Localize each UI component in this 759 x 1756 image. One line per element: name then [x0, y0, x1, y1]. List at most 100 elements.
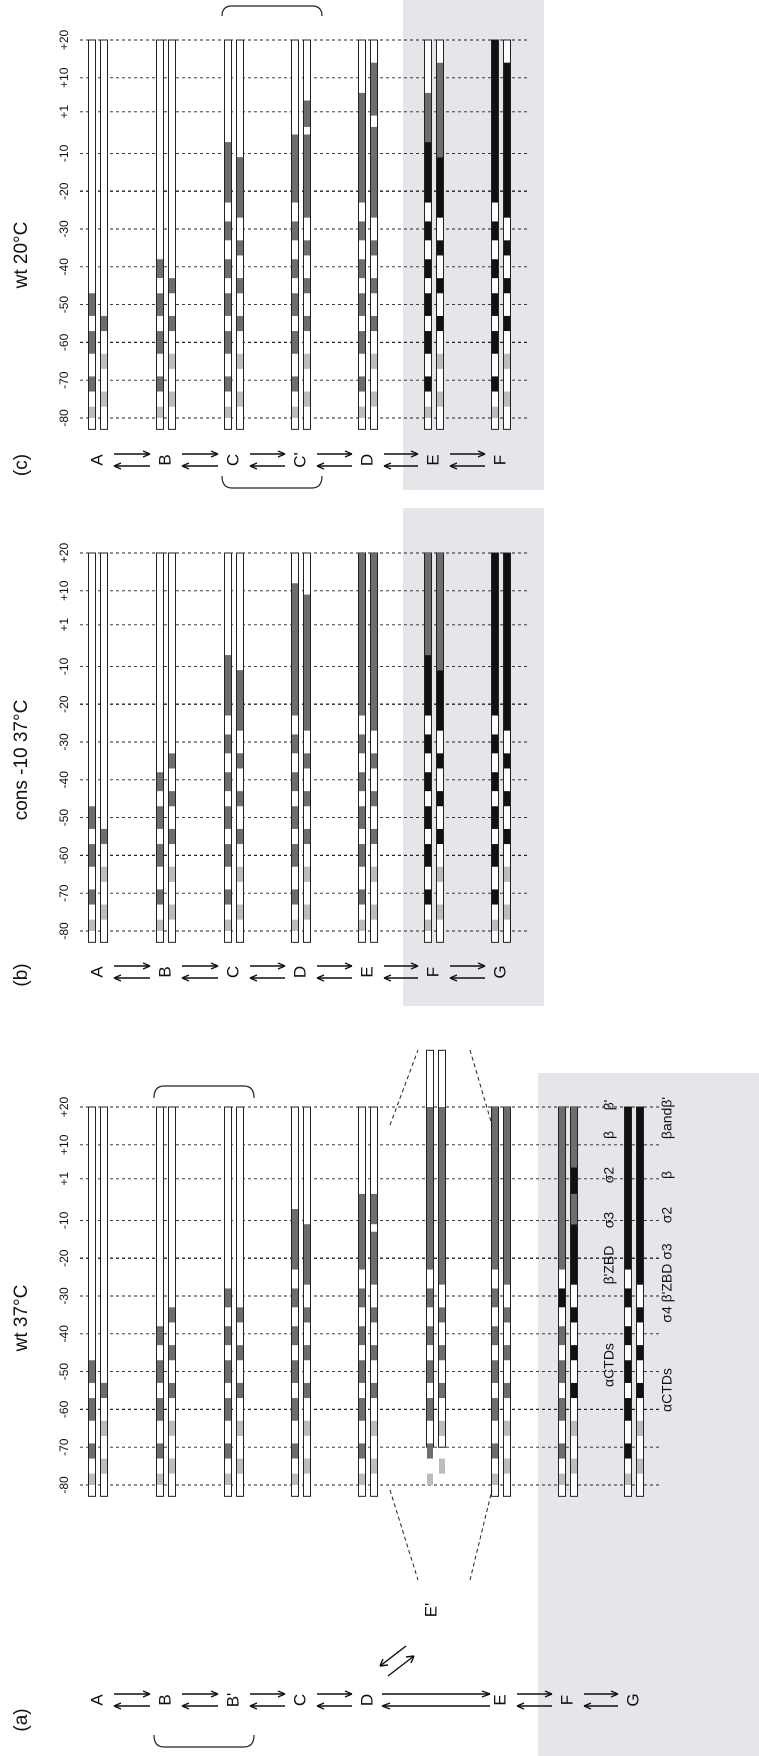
strand-bottom-band-3: [304, 791, 310, 807]
strand-bottom-band-4: [237, 1307, 243, 1323]
strand-top-band-4: [425, 259, 431, 279]
strand-top-band-0: [625, 1473, 631, 1485]
arrow-d-to-eprime: [387, 1655, 415, 1677]
strand-top: [291, 39, 299, 430]
strand-top-band-3: [425, 806, 431, 829]
strand-top: [156, 552, 164, 943]
domain-label-row1: β: [601, 1131, 617, 1139]
state-label: C': [290, 452, 309, 468]
strand-bottom: [370, 39, 378, 430]
strand-top-band-5: [427, 1288, 433, 1308]
strand-bottom-band-0: [637, 1458, 643, 1474]
strand-bottom: [436, 39, 444, 430]
strand-bottom-band-3: [237, 1345, 243, 1361]
strand-bottom-outline: [370, 39, 378, 430]
strand-top-band-4: [492, 259, 498, 279]
strand-bottom-band-0: [304, 391, 310, 407]
arrow-forward-head: [477, 962, 486, 970]
arrow-back-head: [181, 974, 190, 982]
strand-top-band-5: [359, 1288, 365, 1308]
strand-top-band-0: [89, 919, 95, 931]
tick-label: -20: [57, 1249, 71, 1267]
strand-bottom-band-2: [437, 315, 443, 332]
tick-label: -80: [57, 409, 71, 427]
strand-top-band-2: [625, 1398, 631, 1421]
strand-top-band-3: [492, 1360, 498, 1383]
strand-bottom-band-3: [504, 791, 510, 807]
strand-bottom-band-3: [504, 278, 510, 294]
equilibrium-arrow: [249, 450, 286, 470]
equilibrium-arrow: [316, 962, 353, 982]
strand-bottom-band-2: [571, 1382, 577, 1399]
strand-top: [358, 39, 366, 430]
strand-top-band-6: [292, 134, 298, 203]
strand-bottom-band-2: [101, 1382, 107, 1399]
strand-bottom-band-0: [504, 1458, 510, 1474]
strand-top-band-0: [359, 406, 365, 418]
equilibrium-arrow: [113, 962, 151, 982]
strand-top: [156, 1106, 164, 1497]
strand-bottom-band-4: [237, 240, 243, 256]
strand-top-outline: [88, 39, 96, 430]
strand-bottom-band-4: [437, 240, 443, 256]
panel-title: wt 20°C: [11, 222, 32, 290]
strand-top-band-0: [225, 1473, 231, 1485]
state-label: B: [155, 454, 174, 465]
strand-top-band-1: [559, 1443, 565, 1459]
strand-top-band-2: [225, 1398, 231, 1421]
panel-title: cons -10 37°C: [11, 700, 32, 821]
strand-top-band-6: [225, 142, 231, 203]
strand-bottom-band-2: [439, 1382, 445, 1399]
equilibrium-arrow: [383, 450, 419, 470]
strand-bottom-band-1: [304, 866, 310, 882]
strand-top-band-0: [292, 919, 298, 931]
strand-bottom-band-2: [304, 828, 310, 845]
domain-label-row1: β': [601, 1100, 617, 1111]
strand-bottom-band-8: [571, 1107, 577, 1168]
arrow-forward-head: [142, 1690, 151, 1698]
strand-top-band-0: [359, 1473, 365, 1485]
tick-label: -50: [57, 1363, 71, 1381]
strand-top-outline: [88, 1106, 96, 1497]
strand-top: [358, 552, 366, 943]
strand-bottom-band-1: [437, 866, 443, 882]
bracket-a-top: [153, 1085, 255, 1099]
strand-bottom-band-6: [437, 553, 443, 671]
strand-top-band-2: [425, 331, 431, 354]
domain-label-row1: αCTDs: [601, 1343, 617, 1387]
strand-top-band-3: [89, 806, 95, 829]
strand-top-band-5: [425, 734, 431, 754]
strand-top-band-6: [492, 40, 498, 203]
strand-bottom-band-5: [304, 594, 310, 731]
strand-bottom-outline: [303, 552, 311, 943]
strand-bottom-band-5: [437, 670, 443, 731]
strand-top-band-4: [157, 259, 163, 279]
arrow-forward-head: [277, 450, 286, 458]
equilibrium-arrow: [316, 1690, 353, 1710]
equilibrium-arrow: [181, 962, 219, 982]
arrow-forward-head: [410, 962, 419, 970]
strand-bottom-band-4: [437, 753, 443, 769]
strand-bottom-band-5: [371, 553, 377, 731]
strand-bottom-outline: [100, 39, 108, 430]
strand-top-band-0: [157, 919, 163, 931]
strand-top-band-1: [492, 376, 498, 392]
state-label: D: [357, 454, 376, 466]
strand-top-band-2: [492, 331, 498, 354]
strand-bottom-band-1: [504, 866, 510, 882]
equilibrium-arrow: [249, 1690, 286, 1710]
state-label: F: [490, 455, 509, 465]
strand-bottom-band-1: [437, 353, 443, 369]
tick-label: -30: [57, 733, 71, 751]
strand-top-band-2: [89, 331, 95, 354]
strand-bottom-band-5: [304, 1224, 310, 1285]
strand-bottom-band-4: [504, 240, 510, 256]
strand-top: [88, 552, 96, 943]
strand-top-band-3: [559, 1360, 565, 1383]
strand-top-band-5: [492, 734, 498, 754]
arrow-d-to-e-head: [481, 1690, 491, 1698]
strand-top-band-2: [157, 844, 163, 867]
domain-label-row1: σ2: [601, 1167, 617, 1184]
strand-top-band-0: [425, 919, 431, 931]
strand-bottom-band-0: [439, 1458, 445, 1474]
